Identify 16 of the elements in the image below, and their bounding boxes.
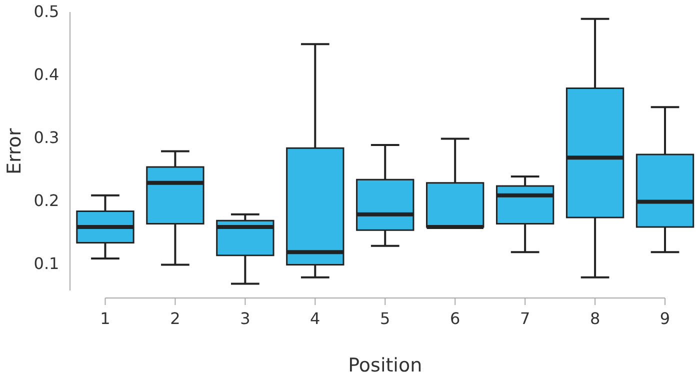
x-tick-label: 2 [170, 308, 180, 328]
x-tick-label: 3 [240, 308, 250, 328]
x-tick-label: 1 [100, 308, 110, 328]
x-tick-label: 5 [380, 308, 390, 328]
y-tick-label: 0.5 [34, 2, 60, 21]
x-tick-label: 8 [590, 308, 600, 328]
x-tick-label: 6 [450, 308, 460, 328]
x-tick-label: 9 [660, 308, 670, 328]
x-axis-title: Position [348, 354, 422, 377]
y-tick-label: 0.2 [34, 190, 60, 210]
x-tick-label: 7 [520, 308, 530, 328]
y-axis-title: Error [3, 128, 26, 174]
y-tick-label: 0.4 [34, 64, 60, 84]
x-tick-label: 4 [310, 308, 320, 328]
y-tick-label: 0.1 [34, 254, 60, 273]
y-tick-label: 0.3 [34, 128, 60, 147]
